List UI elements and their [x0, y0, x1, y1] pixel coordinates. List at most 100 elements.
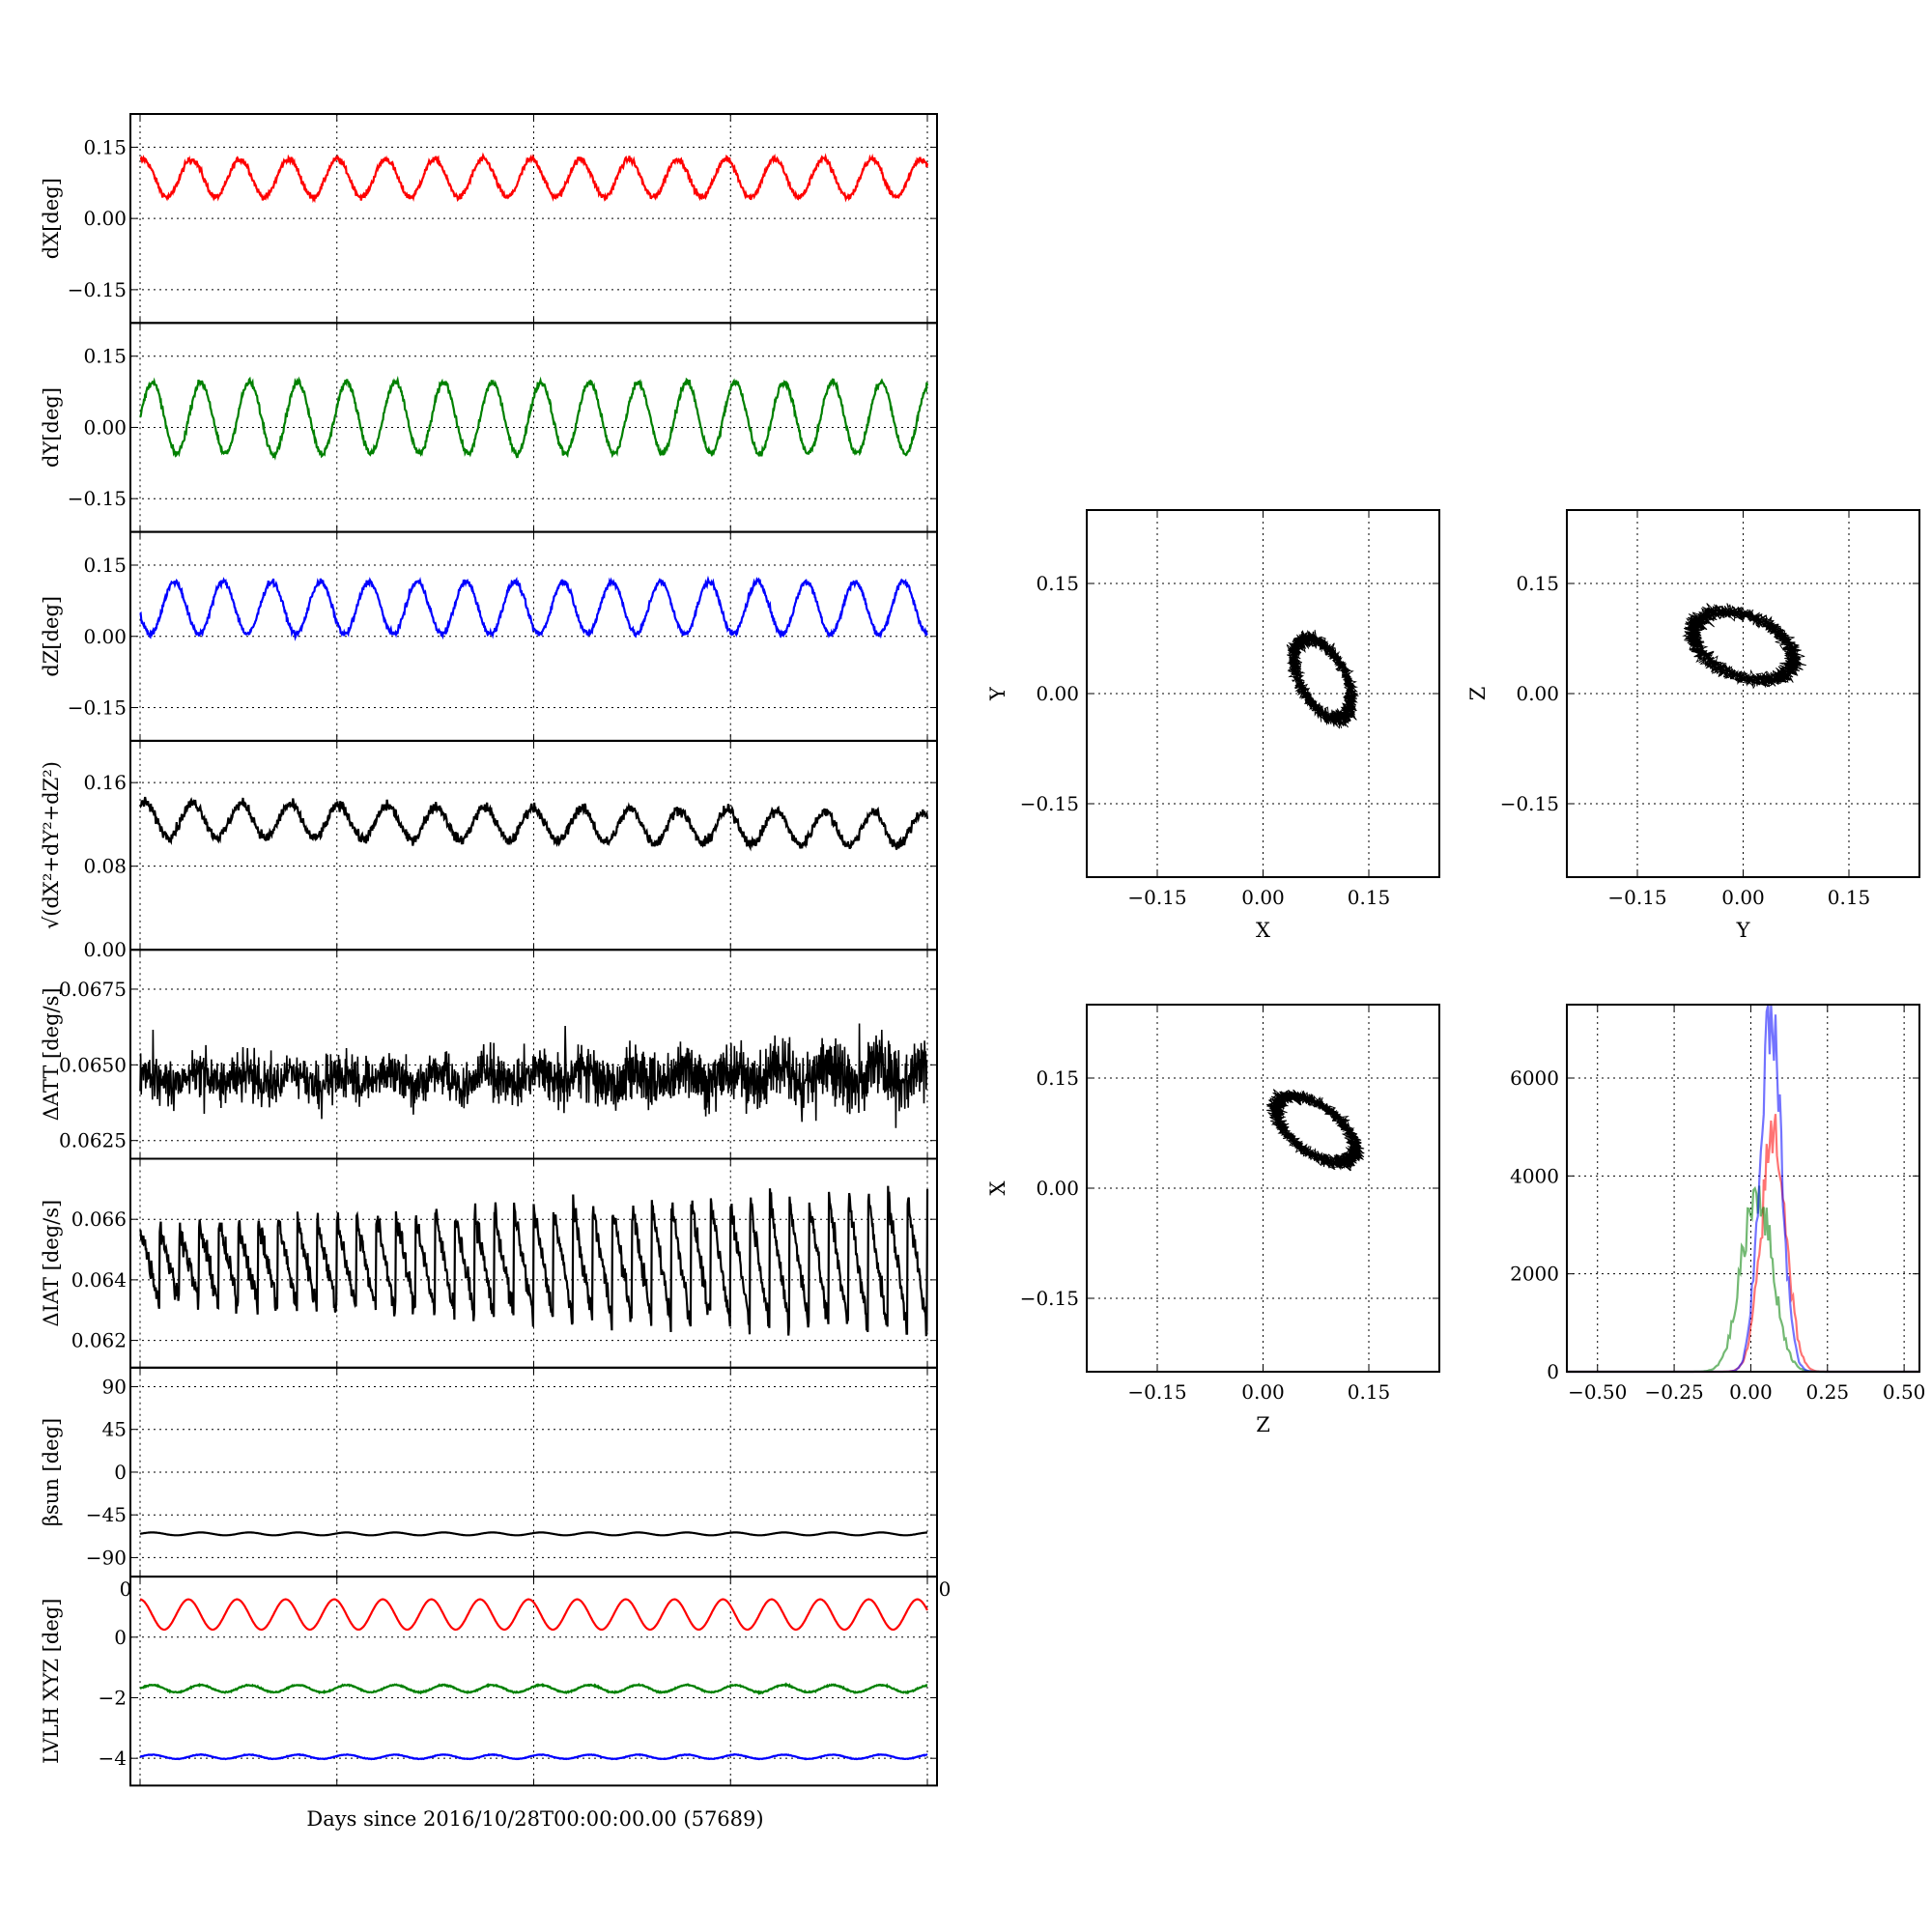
panel-dr-ytick-label: 0.08	[83, 855, 127, 878]
time-series-panels: −0.150.000.15dX[deg]−0.150.000.15dY[deg]…	[40, 113, 938, 1787]
panel-lvlh-series-1	[139, 1682, 928, 1696]
scatter-xy-ytick-label: 0.00	[1036, 682, 1079, 705]
scatter-yz-ytick-label: 0.00	[1516, 682, 1559, 705]
scatter-xy-ytick-label: 0.15	[1036, 572, 1079, 595]
hist-series-2	[1567, 1004, 1919, 1374]
panel-lvlh-series-0	[139, 1598, 928, 1632]
histogram: −0.50 −0.25 0.00 0.25 0.50 0 2000 4000 6000	[1510, 1004, 1926, 1404]
scatter-yz-xlabel: Y	[1736, 919, 1751, 942]
scatter-yz-ytick-label: −0.15	[1500, 792, 1559, 815]
panel-beta-ytick-label: −90	[86, 1546, 127, 1569]
panel-datt-ylabel: ΔATT [deg/s]	[40, 987, 63, 1121]
panel-lvlh-ytick-label: 0	[114, 1626, 127, 1649]
panel-dx-ytick-label: 0.15	[83, 135, 127, 158]
hist-ytick-label: 2000	[1510, 1263, 1559, 1286]
panel-lvlh-ytick-label: −4	[99, 1747, 127, 1770]
hist-ytick-label: 0	[1547, 1360, 1559, 1383]
panel-datt-ytick-label: 0.0675	[59, 978, 127, 1001]
hist-xtick-label: 0.50	[1883, 1380, 1926, 1404]
scatter-zx-ylabel: X	[986, 1180, 1009, 1195]
scatter-yz-xtick-label: 0.15	[1828, 886, 1871, 909]
scatter-zx-trace	[1265, 1089, 1365, 1172]
panel-beta: −90 −45 0 45 90 βsun [deg]	[40, 1366, 938, 1578]
hist-ytick-label: 4000	[1510, 1164, 1559, 1187]
panel-dz: −0.15 0.00 0.15 dZ[deg]	[40, 530, 938, 742]
panel-beta-ytick-label: 0	[114, 1461, 127, 1484]
panel-diat-ytick-label: 0.064	[71, 1268, 127, 1292]
scatter-xy-ylabel: Y	[986, 686, 1009, 701]
scatter-zx-ytick-label: 0.15	[1036, 1066, 1079, 1090]
scatter-zx: −0.15 −0.15 0.00 0.00 0.15 0.15 Z X	[986, 1004, 1440, 1436]
panel-datt-ytick-label: 0.0625	[59, 1129, 127, 1152]
panel-lvlh-frame	[129, 1576, 938, 1787]
scatter-panels: −0.15 −0.15 0.00 0.00 0.15 0.15 X Y −0.15 −0.15 0.…	[986, 509, 1920, 1436]
panel-diat-ylabel: ΔIAT [deg/s]	[40, 1200, 63, 1327]
hist-frame	[1566, 1004, 1920, 1373]
panel-dr-ytick-label: 0.00	[83, 938, 127, 961]
scatter-xy-xtick-label: −0.15	[1127, 886, 1186, 909]
panel-lvlh-ylabel: LVLH XYZ [deg]	[40, 1599, 63, 1764]
scatter-yz-ylabel: Z	[1466, 687, 1490, 701]
panel-dy: −0.15 0.00 0.15 dY[deg]	[40, 322, 938, 533]
panel-dy-ytick-label: −0.15	[68, 487, 127, 510]
scatter-zx-frame	[1086, 1004, 1440, 1373]
panel-diat-ytick-label: 0.062	[71, 1329, 127, 1352]
scatter-xy-xlabel: X	[1256, 919, 1270, 942]
scatter-zx-xtick-label: 0.00	[1241, 1380, 1285, 1404]
panel-dx-ytick-label: −0.15	[68, 278, 127, 301]
panel-dr-ylabel: √(dX²+dY²+dZ²)	[40, 761, 63, 929]
panel-dy-series-0	[139, 375, 929, 461]
scatter-zx-xtick-label: −0.15	[1127, 1380, 1186, 1404]
stray-tick-right: 0	[939, 1577, 952, 1601]
panel-dx-ytick-label: 0.00	[83, 207, 127, 230]
panel-beta-ytick-label: 90	[102, 1375, 127, 1398]
panel-diat-series-0	[139, 1185, 929, 1337]
scatter-yz-ytick-label: 0.15	[1516, 572, 1559, 595]
scatter-yz-trace	[1682, 603, 1806, 690]
panel-diat: 0.062 0.064 0.066 ΔIAT [deg/s]	[40, 1157, 938, 1369]
panel-dx: −0.15 0.00 0.15 dX[deg]	[40, 113, 938, 325]
panel-datt-ytick-label: 0.0650	[59, 1053, 127, 1076]
panel-dy-ytick-label: 0.15	[83, 345, 127, 368]
panel-dz-series-0	[139, 575, 928, 641]
panel-dr: 0.00 0.08 0.16 √(dX²+dY²+dZ²)	[40, 739, 938, 961]
scatter-yz-xtick-label: −0.15	[1607, 886, 1666, 909]
scatter-zx-xtick-label: 0.15	[1348, 1380, 1391, 1404]
scatter-xy: −0.15 −0.15 0.00 0.00 0.15 0.15 X Y	[986, 509, 1440, 942]
panel-lvlh-ytick-label: −2	[99, 1686, 127, 1709]
scatter-zx-ytick-label: −0.15	[1020, 1287, 1079, 1310]
hist-ytick-label: 6000	[1510, 1066, 1559, 1090]
scatter-zx-ytick-label: 0.00	[1036, 1177, 1079, 1200]
panel-beta-ytick-label: 45	[102, 1418, 127, 1441]
stray-tick-left: 0	[120, 1577, 132, 1601]
hist-xtick-label: −0.25	[1644, 1380, 1703, 1404]
panel-beta-ytick-label: −45	[86, 1503, 127, 1526]
hist-xtick-label: 0.00	[1729, 1380, 1773, 1404]
scatter-zx-xlabel: Z	[1256, 1413, 1270, 1436]
panel-diat-ytick-label: 0.066	[71, 1208, 127, 1231]
panel-beta-series-0	[139, 1531, 927, 1537]
scatter-yz-frame	[1566, 509, 1920, 878]
hist-xtick-label: −0.50	[1568, 1380, 1627, 1404]
panel-dy-ylabel: dY[deg]	[40, 387, 63, 468]
panel-dy-ytick-label: 0.00	[83, 415, 127, 439]
hist-xtick-label: 0.25	[1806, 1380, 1850, 1404]
panel-lvlh: −4 −2 0 LVLH XYZ [deg]	[40, 1576, 938, 1787]
panel-dz-ylabel: dZ[deg]	[40, 596, 63, 677]
scatter-xy-ytick-label: −0.15	[1020, 792, 1079, 815]
scatter-yz-xtick-label: 0.00	[1721, 886, 1765, 909]
scatter-xy-frame	[1086, 509, 1440, 878]
panel-datt-series-0	[139, 1023, 928, 1128]
hist-series-1	[1567, 1185, 1919, 1374]
panel-dz-ytick-label: 0.15	[83, 554, 127, 577]
panel-dz-ytick-label: 0.00	[83, 625, 127, 648]
histogram-panel: −0.50 −0.25 0.00 0.25 0.50 0 2000 4000 6000	[1510, 1004, 1926, 1404]
panel-beta-ylabel: βsun [deg]	[40, 1418, 63, 1526]
panel-dr-series-0	[138, 796, 929, 852]
panel-dr-ytick-label: 0.16	[83, 771, 127, 794]
scatter-xy-xtick-label: 0.00	[1241, 886, 1285, 909]
scatter-xy-xtick-label: 0.15	[1348, 886, 1391, 909]
scatter-xy-trace	[1286, 629, 1359, 729]
